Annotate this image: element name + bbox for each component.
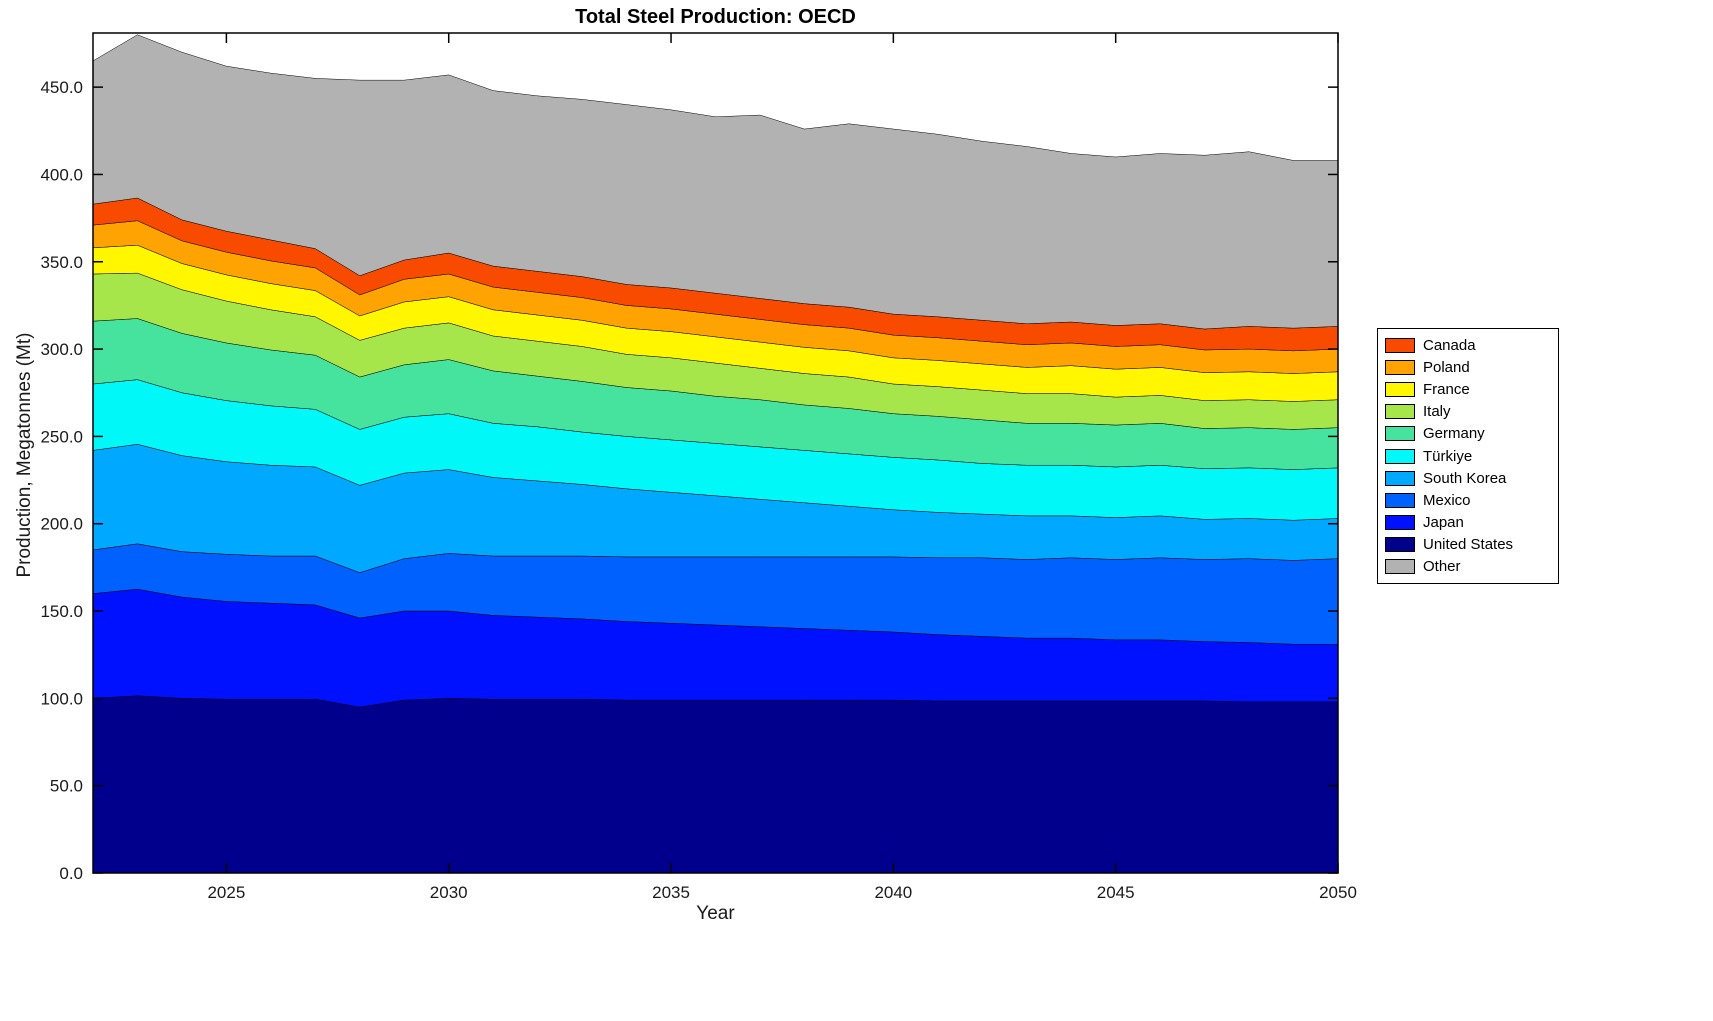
- legend-label: Other: [1423, 558, 1461, 576]
- legend-label: United States: [1423, 536, 1514, 554]
- y-tick-label: 450.0: [40, 78, 83, 97]
- y-tick-label: 100.0: [40, 689, 83, 708]
- x-tick-label: 2025: [207, 883, 245, 902]
- legend-label: Germany: [1423, 425, 1485, 443]
- legend-item: United States: [1385, 534, 1550, 556]
- legend-swatch: [1385, 426, 1415, 442]
- legend-swatch: [1385, 404, 1415, 420]
- legend-label: Italy: [1423, 403, 1451, 421]
- legend-label: South Korea: [1423, 469, 1507, 487]
- legend-swatch: [1385, 559, 1415, 575]
- y-tick-label: 200.0: [40, 515, 83, 534]
- y-axis-label: Production, Megatonnes (Mt): [14, 332, 35, 578]
- legend-item: Japan: [1385, 512, 1550, 534]
- legend: Canada Poland France Italy Germany Türkiye Sou…: [1377, 328, 1559, 585]
- legend-swatch: [1385, 381, 1415, 397]
- legend-item: Other: [1385, 556, 1550, 578]
- legend-swatch: [1385, 537, 1415, 553]
- legend-swatch: [1385, 470, 1415, 486]
- y-tick-label: 400.0: [40, 165, 83, 184]
- legend-swatch: [1385, 448, 1415, 464]
- legend-label: Türkiye: [1423, 447, 1473, 465]
- y-tick-label: 300.0: [40, 340, 83, 359]
- x-tick-label: 2030: [430, 883, 468, 902]
- x-tick-label: 2045: [1097, 883, 1135, 902]
- y-tick-label: 150.0: [40, 602, 83, 621]
- plot-box: [92, 32, 1339, 874]
- legend-swatch: [1385, 515, 1415, 531]
- x-axis-label: Year: [696, 903, 735, 924]
- y-tick-label: 0.0: [59, 864, 83, 883]
- legend-swatch: [1385, 492, 1415, 508]
- x-tick-label: 2040: [874, 883, 912, 902]
- legend-item: Poland: [1385, 356, 1550, 378]
- legend-label: Mexico: [1423, 491, 1471, 509]
- legend-item: Italy: [1385, 401, 1550, 423]
- legend-item: Mexico: [1385, 489, 1550, 511]
- legend-item: Canada: [1385, 334, 1550, 356]
- x-tick-label: 2050: [1319, 883, 1357, 902]
- legend-label: Poland: [1423, 358, 1470, 376]
- legend-item: South Korea: [1385, 467, 1550, 489]
- legend-swatch: [1385, 359, 1415, 375]
- legend-item: France: [1385, 378, 1550, 400]
- legend-swatch: [1385, 337, 1415, 353]
- legend-label: France: [1423, 380, 1470, 398]
- area-united-states: [92, 695, 1339, 874]
- x-tick-label: 2035: [652, 883, 690, 902]
- y-tick-label: 350.0: [40, 253, 83, 272]
- legend-label: Canada: [1423, 336, 1476, 354]
- chart-title: Total Steel Production: OECD: [575, 6, 856, 28]
- legend-label: Japan: [1423, 514, 1464, 532]
- legend-item: Germany: [1385, 423, 1550, 445]
- y-tick-label: 50.0: [50, 777, 83, 796]
- legend-item: Türkiye: [1385, 445, 1550, 467]
- y-tick-label: 250.0: [40, 427, 83, 446]
